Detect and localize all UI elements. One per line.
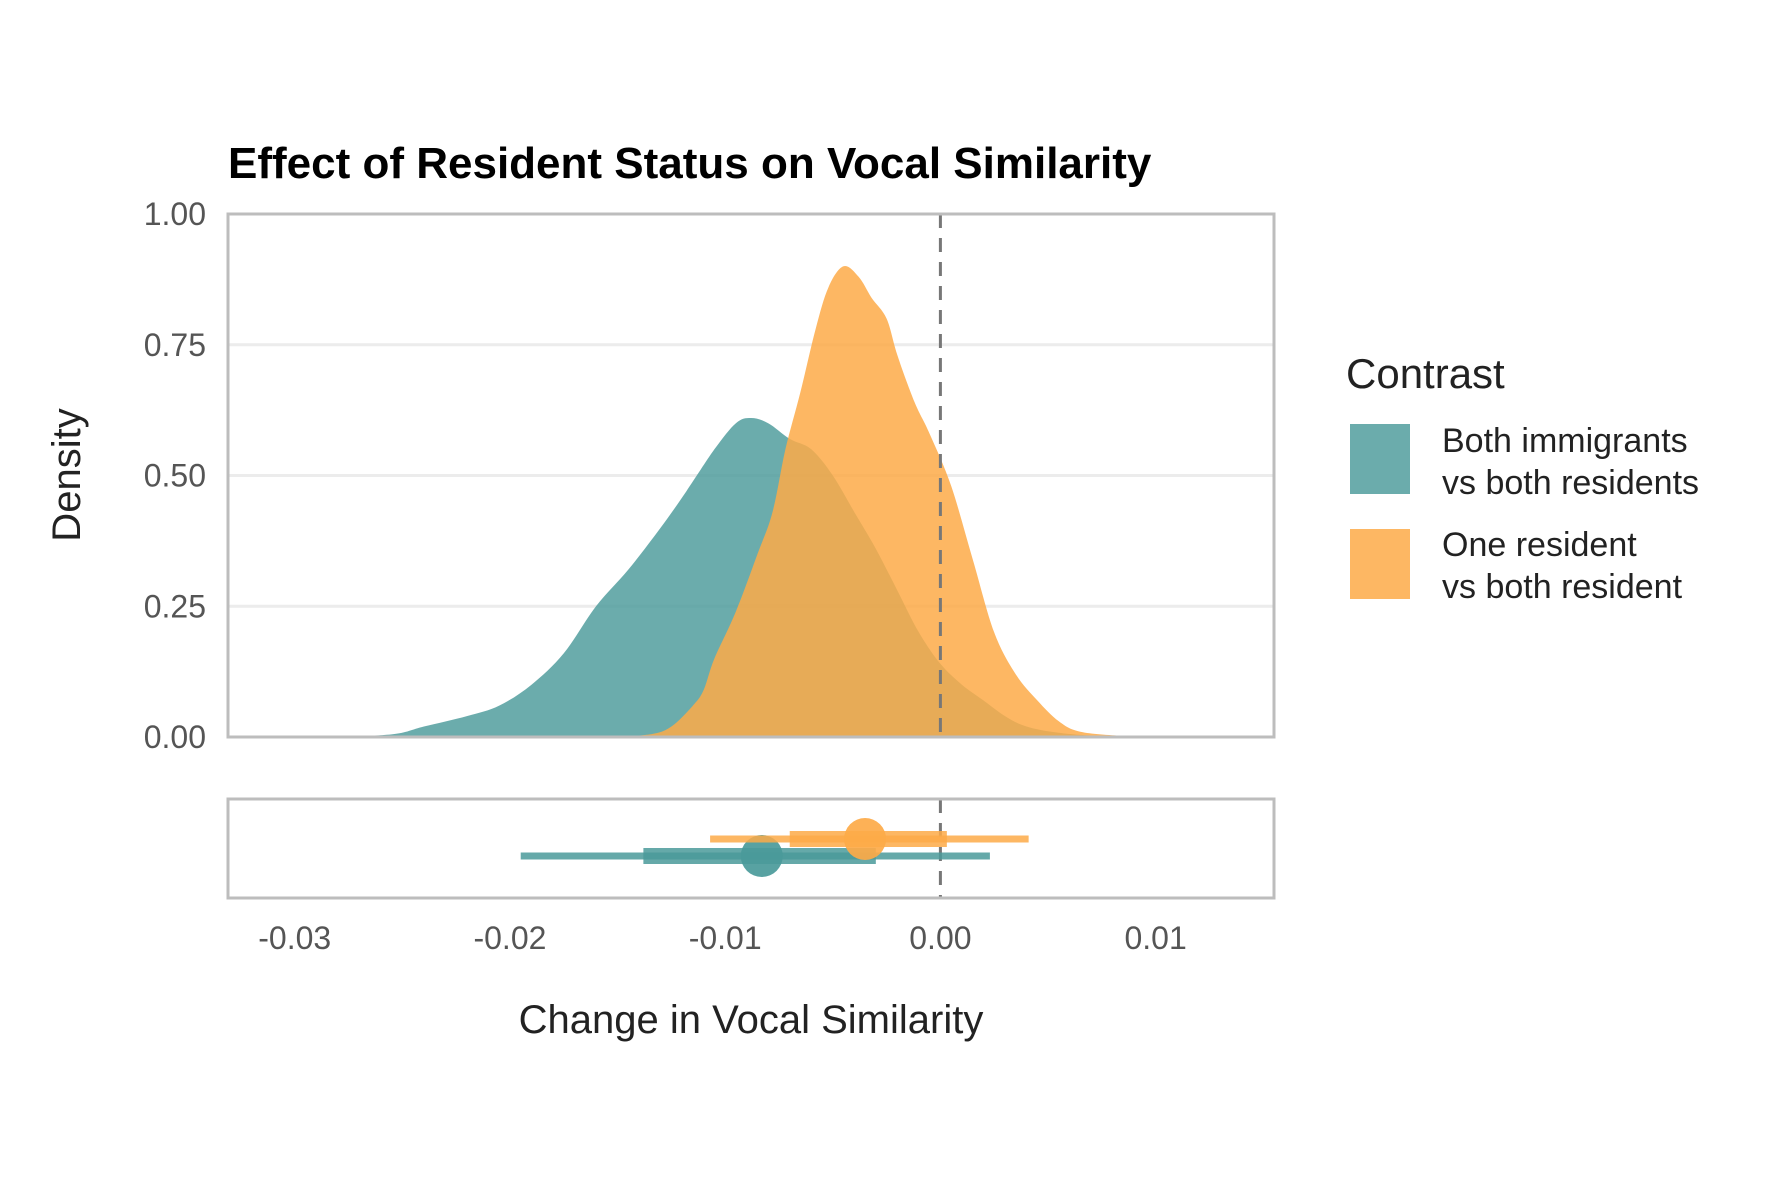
legend: Contrast Both immigrants vs both residen… bbox=[1346, 350, 1699, 606]
interval-layer bbox=[520, 818, 1029, 877]
interval-panel: -0.03 -0.02 -0.01 0.00 0.01 bbox=[226, 797, 1276, 956]
interval-one-resident bbox=[710, 818, 1029, 860]
point-estimate bbox=[740, 835, 783, 877]
legend-swatch-both-immigrants bbox=[1350, 424, 1410, 494]
density-area-one-resident bbox=[606, 266, 1167, 737]
legend-label-one-resident-line2: vs both resident bbox=[1442, 568, 1683, 606]
x-tick-label: -0.02 bbox=[473, 920, 546, 956]
density-panel: 0.00 0.25 0.50 0.75 1.00 bbox=[144, 196, 1276, 755]
density-layer bbox=[327, 266, 1178, 737]
x-tick-label: 0.01 bbox=[1124, 920, 1186, 956]
legend-label-both-immigrants-line2: vs both residents bbox=[1442, 464, 1699, 502]
y-tick-label: 0.75 bbox=[144, 327, 206, 363]
y-tick-label: 0.50 bbox=[144, 458, 206, 494]
x-axis-title: Change in Vocal Similarity bbox=[519, 998, 984, 1042]
y-tick-label: 1.00 bbox=[144, 196, 206, 232]
density-panel-border bbox=[226, 212, 1276, 739]
interval-both-immigrants bbox=[520, 835, 990, 877]
legend-label-both-immigrants-line1: Both immigrants bbox=[1442, 422, 1688, 460]
legend-swatch-one-resident bbox=[1350, 529, 1410, 599]
x-tick-label: -0.03 bbox=[258, 920, 331, 956]
legend-label-one-resident-line1: One resident bbox=[1442, 526, 1637, 564]
x-axis-ticks: -0.03 -0.02 -0.01 0.00 0.01 bbox=[258, 920, 1187, 956]
y-tick-label: 0.25 bbox=[144, 588, 206, 624]
interval-panel-border bbox=[226, 797, 1276, 900]
point-estimate bbox=[844, 818, 887, 860]
x-tick-label: -0.01 bbox=[689, 920, 762, 956]
legend-title: Contrast bbox=[1346, 350, 1505, 397]
y-axis-title: Density bbox=[45, 408, 89, 541]
x-tick-label: 0.00 bbox=[909, 920, 971, 956]
chart-title: Effect of Resident Status on Vocal Simil… bbox=[228, 139, 1152, 188]
y-tick-label: 0.00 bbox=[144, 719, 206, 755]
y-axis-ticks: 0.00 0.25 0.50 0.75 1.00 bbox=[144, 196, 206, 755]
